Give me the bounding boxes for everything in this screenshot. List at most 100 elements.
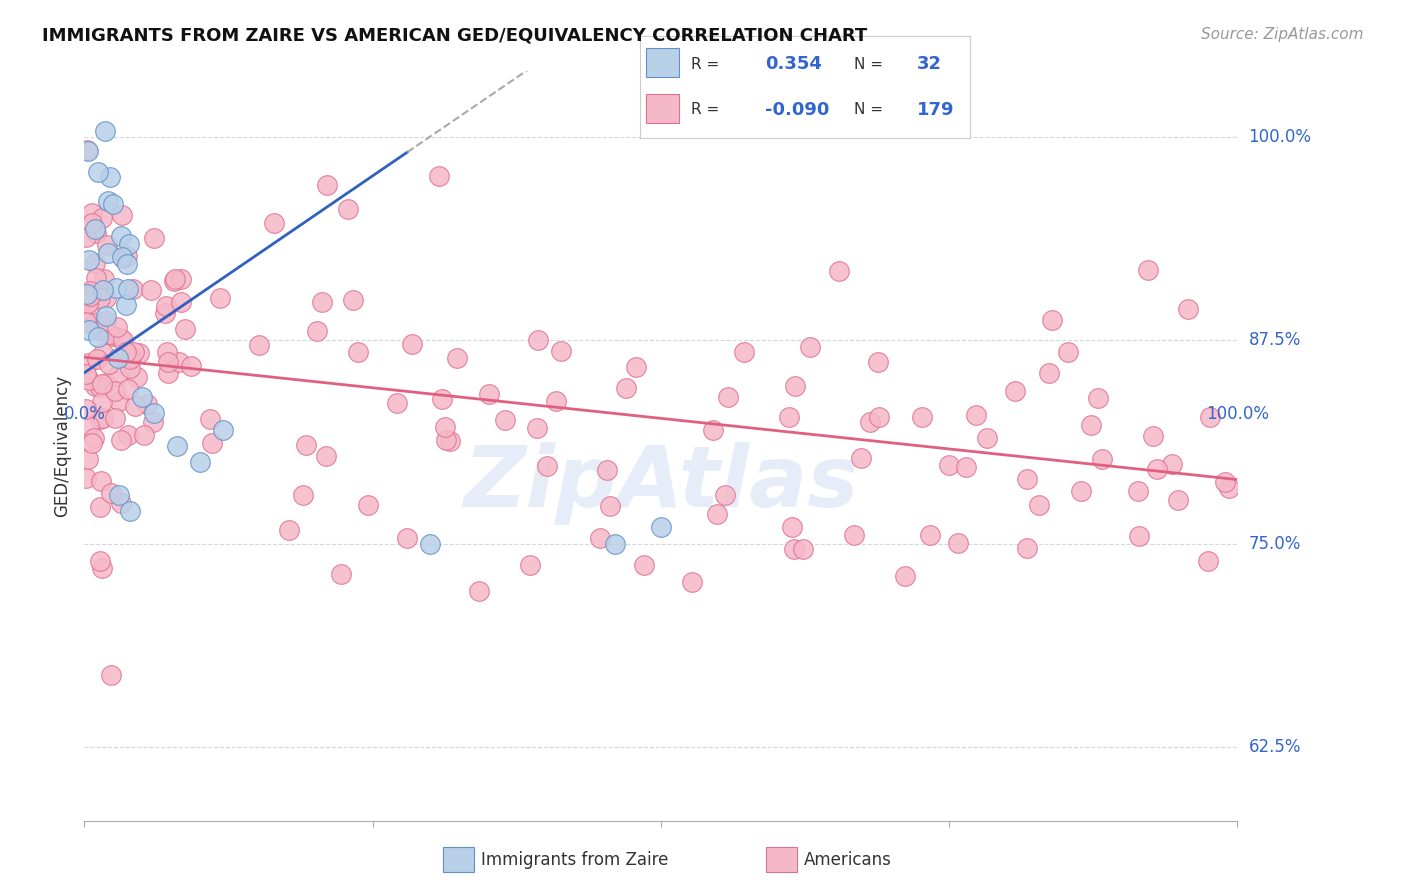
Point bbox=[792, 541, 814, 556]
Point bbox=[136, 396, 159, 410]
Point bbox=[188, 455, 211, 469]
Text: IMMIGRANTS FROM ZAIRE VS AMERICAN GED/EQUIVALENCY CORRELATION CHART: IMMIGRANTS FROM ZAIRE VS AMERICAN GED/EQ… bbox=[42, 27, 868, 45]
Point bbox=[77, 145, 100, 159]
Point bbox=[110, 496, 132, 510]
Point bbox=[614, 381, 637, 395]
Point bbox=[278, 523, 301, 537]
Point bbox=[633, 558, 655, 572]
Point bbox=[439, 434, 461, 448]
Point bbox=[100, 485, 122, 500]
Point bbox=[94, 291, 117, 305]
Point bbox=[77, 323, 100, 337]
Point bbox=[98, 357, 121, 371]
Point bbox=[89, 283, 111, 297]
Point bbox=[105, 281, 128, 295]
Point bbox=[75, 293, 97, 307]
Point bbox=[336, 202, 359, 216]
Point bbox=[211, 423, 233, 437]
Point bbox=[117, 250, 139, 264]
Point bbox=[91, 211, 114, 225]
Point bbox=[1070, 484, 1092, 499]
Point bbox=[75, 367, 97, 381]
Point bbox=[170, 294, 193, 309]
Point bbox=[114, 345, 136, 359]
Point bbox=[142, 415, 165, 429]
Point bbox=[153, 306, 176, 320]
Point bbox=[894, 569, 917, 583]
Point bbox=[77, 296, 100, 310]
Point bbox=[86, 330, 108, 344]
Point bbox=[1137, 263, 1160, 277]
Point bbox=[83, 379, 105, 393]
Point bbox=[1015, 472, 1038, 486]
Point bbox=[120, 351, 142, 366]
Point bbox=[80, 206, 103, 220]
Point bbox=[868, 409, 890, 424]
Point bbox=[778, 409, 800, 424]
Point bbox=[76, 286, 98, 301]
Point bbox=[209, 291, 232, 305]
Point bbox=[142, 406, 165, 420]
Point bbox=[108, 488, 131, 502]
Point bbox=[80, 216, 103, 230]
Point bbox=[717, 390, 740, 404]
Point bbox=[589, 532, 612, 546]
Point bbox=[1080, 418, 1102, 433]
Point bbox=[117, 427, 139, 442]
Point bbox=[76, 143, 98, 157]
Point bbox=[329, 567, 352, 582]
Point bbox=[307, 324, 329, 338]
Point bbox=[828, 264, 851, 278]
Point bbox=[77, 252, 100, 267]
Point bbox=[434, 433, 457, 447]
Point bbox=[134, 427, 156, 442]
Point bbox=[478, 387, 501, 401]
Point bbox=[77, 451, 100, 466]
Point bbox=[401, 337, 423, 351]
Point bbox=[603, 537, 626, 551]
Point bbox=[1028, 498, 1050, 512]
Point bbox=[107, 368, 129, 383]
Point bbox=[91, 377, 114, 392]
Point bbox=[89, 500, 111, 514]
Point bbox=[946, 536, 969, 550]
Point bbox=[1087, 391, 1109, 405]
Point bbox=[111, 250, 134, 264]
Point bbox=[131, 390, 153, 404]
Point bbox=[93, 272, 115, 286]
Text: Americans: Americans bbox=[804, 851, 893, 869]
Point bbox=[139, 283, 162, 297]
Point bbox=[799, 339, 821, 353]
Point bbox=[96, 238, 118, 252]
Point bbox=[97, 246, 120, 260]
Point bbox=[918, 528, 941, 542]
Point bbox=[79, 308, 101, 322]
Text: N =: N = bbox=[855, 102, 883, 117]
Point bbox=[120, 360, 142, 375]
Point bbox=[842, 528, 865, 542]
Text: N =: N = bbox=[855, 57, 883, 72]
Point bbox=[1167, 493, 1189, 508]
Point bbox=[174, 322, 197, 336]
Point bbox=[1161, 457, 1184, 471]
Point bbox=[596, 463, 619, 477]
Point bbox=[91, 283, 114, 297]
Point bbox=[107, 394, 129, 409]
Point bbox=[849, 451, 872, 466]
Point bbox=[91, 395, 114, 409]
Point bbox=[1040, 313, 1063, 327]
Point bbox=[111, 208, 134, 222]
Point bbox=[938, 458, 960, 472]
Point bbox=[170, 272, 193, 286]
Point bbox=[468, 583, 491, 598]
Point bbox=[86, 226, 108, 240]
Point bbox=[77, 418, 100, 433]
Point bbox=[167, 355, 190, 369]
Point bbox=[84, 316, 107, 330]
Point bbox=[315, 449, 337, 463]
Point bbox=[127, 369, 149, 384]
Point bbox=[122, 345, 145, 359]
Point bbox=[84, 271, 107, 285]
Point bbox=[156, 366, 179, 380]
Point bbox=[446, 351, 468, 365]
